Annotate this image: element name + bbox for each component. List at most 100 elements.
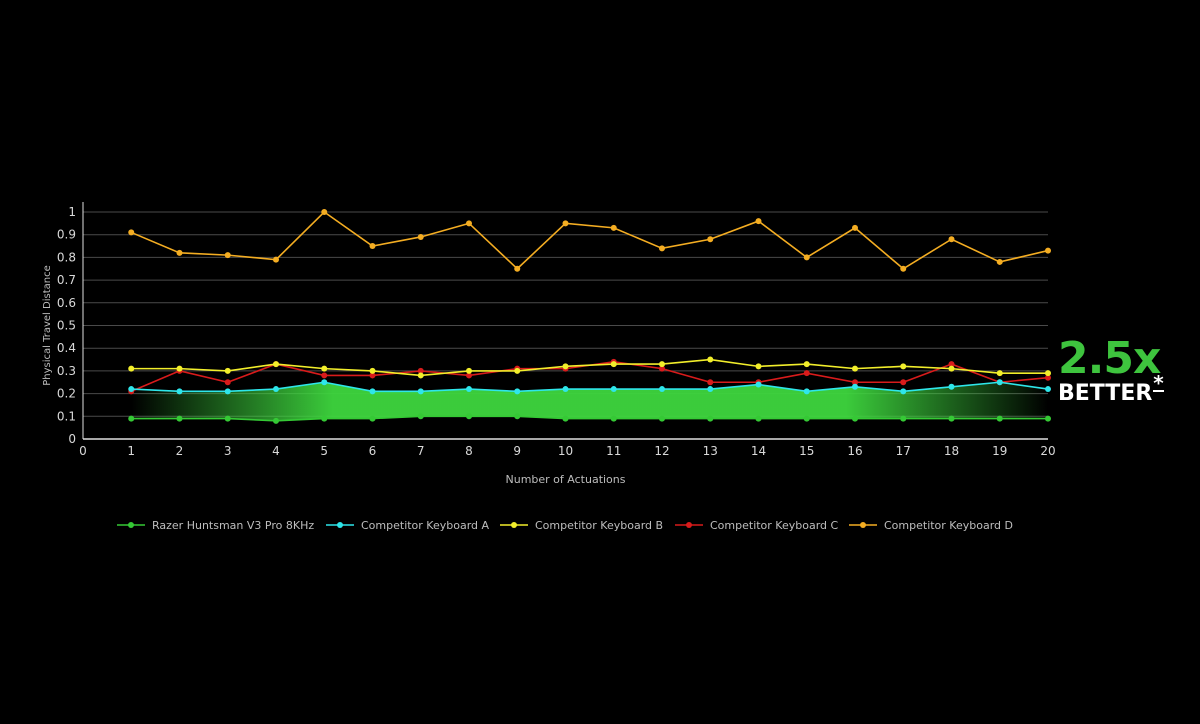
data-point (466, 413, 472, 420)
series-line (131, 381, 1049, 393)
data-point (852, 379, 858, 386)
x-tick-label: 3 (224, 444, 232, 458)
legend-label: Razer Huntsman V3 Pro 8KHz (152, 519, 314, 532)
callout-footnote-mark: * (1153, 371, 1164, 395)
data-point (224, 379, 231, 386)
data-point (996, 379, 1003, 386)
series-line (130, 210, 1049, 270)
data-point (755, 415, 762, 422)
data-point (562, 386, 569, 393)
data-point (176, 388, 183, 395)
data-point (273, 256, 279, 263)
data-point (514, 367, 521, 374)
y-tick-label: 0.9 (57, 228, 76, 242)
data-point (417, 372, 424, 379)
series-competitor-keyboard-a (128, 379, 1051, 395)
data-point (659, 245, 665, 252)
data-point (755, 218, 762, 225)
x-tick-label: 8 (465, 444, 473, 458)
legend-swatch-dot (511, 522, 517, 528)
series-line (131, 415, 1048, 422)
y-tick-label: 0.6 (57, 296, 76, 310)
data-point (610, 415, 617, 422)
data-point (803, 254, 810, 261)
data-point (128, 229, 135, 236)
data-point (803, 370, 810, 377)
legend-swatch-dot (337, 522, 343, 528)
data-point (803, 361, 810, 368)
data-point (562, 363, 569, 370)
data-point (321, 379, 328, 386)
data-point (321, 365, 328, 372)
series-razer-huntsman-v3-pro-8khz (128, 413, 1051, 424)
y-tick-label: 0.2 (57, 387, 76, 401)
data-point (176, 415, 183, 422)
x-tick-label: 7 (417, 444, 425, 458)
legend-label: Competitor Keyboard A (361, 519, 490, 532)
x-tick-label: 6 (369, 444, 377, 458)
x-tick-label: 19 (992, 444, 1007, 458)
data-point (1045, 386, 1051, 393)
data-point (562, 220, 569, 227)
data-point (1045, 415, 1051, 422)
data-point (900, 265, 907, 272)
x-tick-label: 18 (944, 444, 959, 458)
legend: Razer Huntsman V3 Pro 8KHz Competitor Key… (117, 519, 1013, 532)
legend-swatch-dot (860, 522, 866, 528)
data-point (128, 415, 135, 422)
data-point (466, 367, 472, 374)
performance-callout: 2.5x BETTER* (1058, 336, 1198, 406)
data-point (417, 388, 424, 395)
y-tick-label: 0 (68, 432, 76, 446)
axes: 00.10.20.30.40.50.60.70.80.910 1 2 3 4 5 6 7 8 9 1… (42, 202, 1056, 486)
y-axis-title: Physical Travel Distance (42, 265, 53, 386)
data-point (369, 243, 376, 250)
x-tick-label: 10 (558, 444, 573, 458)
x-tick-label: 9 (513, 444, 521, 458)
data-point (273, 417, 279, 424)
data-point (996, 370, 1003, 377)
x-tick-label: 5 (320, 444, 328, 458)
series-lines (128, 209, 1051, 424)
y-tick-label: 0.3 (57, 364, 76, 378)
legend-item: Competitor Keyboard C (675, 519, 839, 532)
x-tick-label: 17 (896, 444, 911, 458)
data-point (224, 388, 231, 395)
legend-item: Razer Huntsman V3 Pro 8KHz (117, 519, 314, 532)
x-tick-label: 0 (79, 444, 87, 458)
legend-label: Competitor Keyboard C (710, 519, 839, 532)
data-point (417, 367, 424, 374)
legend-label: Competitor Keyboard B (535, 519, 663, 532)
data-point (610, 361, 617, 368)
data-point (707, 356, 714, 363)
data-point (707, 379, 714, 386)
y-tick-label: 1 (68, 205, 76, 219)
legend-label: Competitor Keyboard D (884, 519, 1013, 532)
data-point (514, 413, 521, 420)
data-point (321, 415, 328, 422)
y-tick-label: 0.5 (57, 319, 76, 333)
x-tick-label: 4 (272, 444, 280, 458)
data-point (466, 386, 472, 393)
x-tick-label: 13 (703, 444, 718, 458)
data-point (755, 363, 762, 370)
data-point (659, 361, 665, 368)
data-point (369, 415, 376, 422)
data-point (852, 383, 858, 390)
x-axis-title: Number of Actuations (506, 473, 626, 486)
data-point (514, 388, 521, 395)
series-line (131, 358, 1048, 377)
x-tick-label: 20 (1040, 444, 1055, 458)
highlight-band-area (131, 382, 1048, 421)
data-point (948, 365, 955, 372)
series-competitor-keyboard-b (128, 356, 1051, 379)
data-point (1045, 370, 1051, 377)
data-point (224, 252, 231, 259)
data-point (900, 379, 907, 386)
data-point (610, 224, 617, 231)
x-tick-label: 11 (606, 444, 621, 458)
data-point (852, 365, 858, 372)
data-point (900, 363, 907, 370)
legend-item: Competitor Keyboard A (326, 519, 490, 532)
